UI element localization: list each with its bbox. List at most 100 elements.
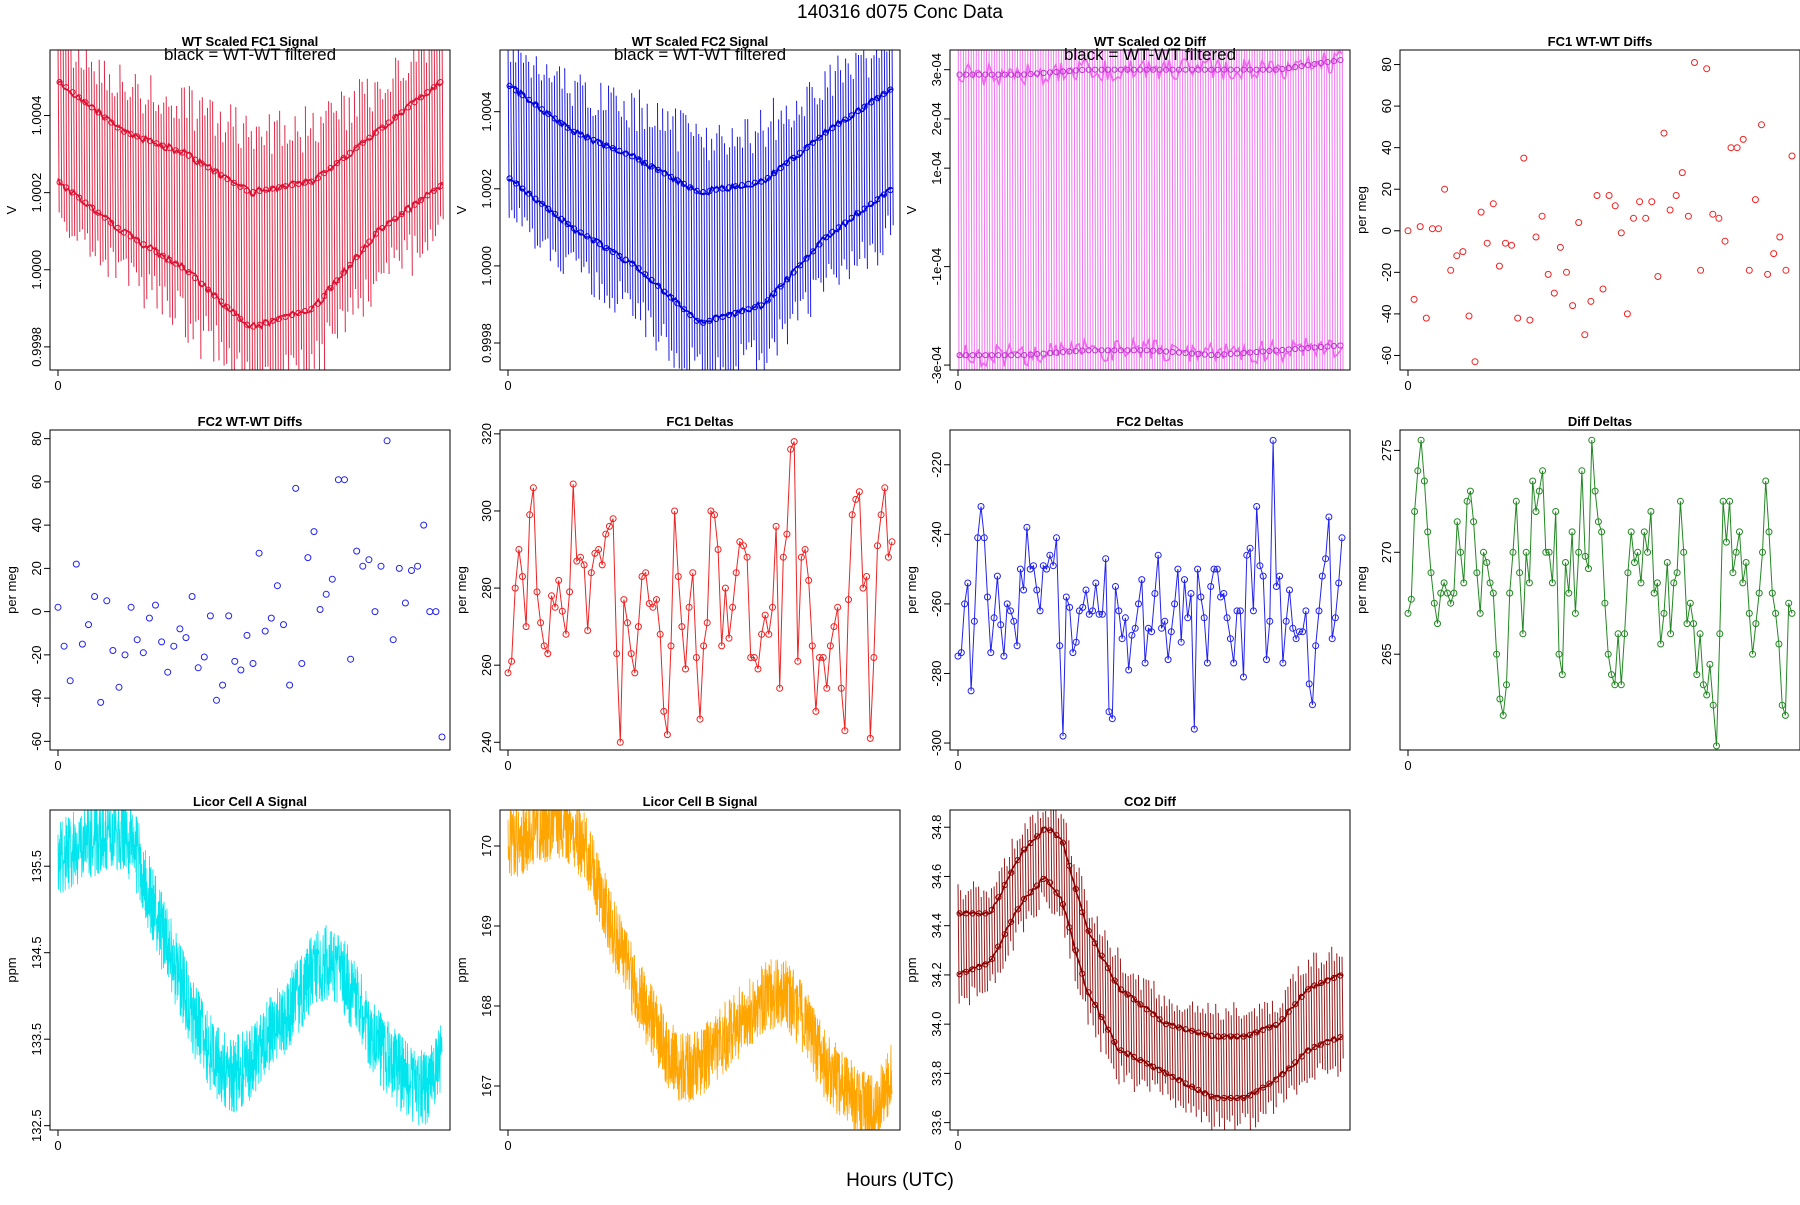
p11-lower-point xyxy=(1240,1094,1247,1102)
p6-point xyxy=(834,603,842,611)
p6-point xyxy=(769,603,776,611)
p11-lower-point xyxy=(1266,1080,1273,1087)
p11-lower-point xyxy=(1311,1043,1318,1051)
p3-upper-point xyxy=(1137,66,1144,73)
p4-point xyxy=(1660,129,1668,137)
p8-point xyxy=(1765,528,1773,536)
p11-upper-point xyxy=(1163,1021,1170,1028)
p3-lower-point xyxy=(1266,347,1273,355)
panel-p7: -300 -280 -260 -240 -220 0 FC2 Deltas per meg xyxy=(904,414,1351,773)
p1-lower-point xyxy=(392,215,399,222)
p2-lower-point xyxy=(719,313,726,320)
p3-frame xyxy=(949,49,1351,371)
p5-ytick-label: -20 xyxy=(29,645,44,664)
p7-point xyxy=(1164,656,1172,664)
p8-point xyxy=(1463,497,1471,505)
p8-point xyxy=(1470,518,1478,526)
p7-point xyxy=(1010,617,1018,625)
p11-markers xyxy=(956,826,1344,1102)
p7-point xyxy=(1158,624,1165,632)
p6-point xyxy=(504,669,512,677)
p7-frame xyxy=(949,429,1351,751)
p3-upper-point xyxy=(1175,66,1183,73)
p4-ytick-label: 0 xyxy=(1379,227,1394,234)
p4-point xyxy=(1428,225,1436,233)
p8-point xyxy=(1440,579,1448,587)
p2-lower-point xyxy=(713,315,720,322)
p11-lower-point xyxy=(1027,889,1034,896)
p4-point xyxy=(1550,289,1558,297)
p5-point xyxy=(91,593,99,600)
p7-point xyxy=(1174,565,1182,573)
p4-point xyxy=(1764,270,1772,278)
p11-upper-point xyxy=(1046,827,1054,834)
p7-point xyxy=(974,534,982,542)
p5-point xyxy=(310,528,318,536)
p4-point xyxy=(1483,239,1491,247)
p8-point xyxy=(1772,609,1780,617)
p2-upper-point xyxy=(777,164,784,172)
p5-point xyxy=(371,608,379,616)
p1-lower-point xyxy=(385,220,392,227)
p7-point xyxy=(1295,628,1303,636)
p6-point xyxy=(721,584,729,592)
p10-frame xyxy=(499,809,901,1131)
p3-lower-point xyxy=(963,352,970,359)
p3-lower-point xyxy=(1130,347,1138,354)
p10-ytick-label: 168 xyxy=(479,995,494,1017)
p1-upper-point xyxy=(159,142,166,149)
p5-point xyxy=(420,521,428,529)
p7-point xyxy=(1272,583,1280,590)
p11-upper-point xyxy=(1279,1016,1286,1023)
p1-ytick-label: 1.0004 xyxy=(29,96,44,136)
p5-point xyxy=(127,603,135,611)
p2-upper-point xyxy=(700,189,707,196)
p1-lower-point xyxy=(121,229,128,236)
p7-point xyxy=(1246,544,1254,552)
p4-point xyxy=(1581,331,1589,339)
p4-point xyxy=(1721,237,1729,245)
p3-upper-point xyxy=(1143,66,1150,73)
p8-point xyxy=(1781,711,1789,719)
p2-lower-point xyxy=(848,214,855,221)
p6-point xyxy=(580,561,588,569)
p7-point xyxy=(1249,607,1257,615)
p7-title: FC2 Deltas xyxy=(1116,414,1183,429)
p5-point xyxy=(353,547,361,555)
p11-ylabel: ppm xyxy=(904,957,919,982)
p8-point xyxy=(1699,681,1707,689)
p7-point xyxy=(1138,576,1146,584)
p11-lower-point xyxy=(1117,1047,1125,1054)
p2-lower-point xyxy=(855,210,862,217)
p6-point xyxy=(555,576,563,584)
p7-point xyxy=(1289,624,1297,632)
p8-point xyxy=(1657,640,1665,648)
p2-lower-point xyxy=(674,300,681,307)
p7-point xyxy=(1098,610,1106,618)
p2-lower-point xyxy=(822,234,830,241)
p7-point xyxy=(1220,590,1228,597)
p5-point xyxy=(152,601,159,609)
p6-point xyxy=(816,654,823,661)
p7-point xyxy=(1066,603,1074,611)
p11-lower-point xyxy=(1330,1036,1338,1043)
p11-lower-point xyxy=(1221,1094,1228,1102)
p2-lower-point xyxy=(693,317,700,324)
p4-point xyxy=(1672,192,1680,199)
p6-point xyxy=(801,546,809,553)
p11-ytick-label: 33.8 xyxy=(929,1061,944,1086)
p7-point xyxy=(1118,635,1126,643)
p3-lower-point xyxy=(1072,348,1079,355)
p7-point xyxy=(1256,562,1264,570)
p8-point xyxy=(1499,711,1507,719)
p5-point xyxy=(261,627,269,635)
p11-upper-point xyxy=(1195,1029,1202,1036)
p11-upper-point xyxy=(1253,1029,1260,1036)
p8-point xyxy=(1670,579,1678,587)
p5-point xyxy=(334,476,342,484)
p7-point xyxy=(1266,617,1274,625)
p1-ytick-label: 1.0000 xyxy=(29,250,44,290)
p3-upper-point xyxy=(963,71,970,78)
p2-upper-point xyxy=(648,163,655,170)
p5-point xyxy=(139,649,147,657)
